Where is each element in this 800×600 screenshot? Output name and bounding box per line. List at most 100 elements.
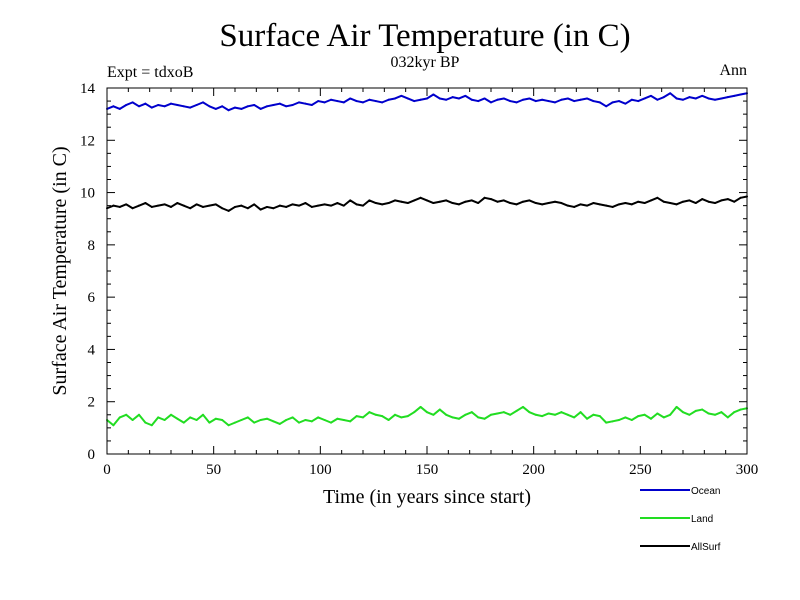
data-point — [650, 94, 652, 97]
data-point — [253, 421, 256, 424]
legend-item-ocean: Ocean — [640, 486, 720, 497]
data-point — [291, 416, 294, 419]
data-point — [675, 405, 678, 408]
data-point — [547, 100, 550, 103]
data-point — [470, 98, 473, 101]
data-point — [170, 102, 172, 105]
data-point — [598, 203, 601, 206]
data-point — [605, 105, 608, 108]
data-point — [355, 203, 358, 206]
data-point — [413, 411, 416, 414]
data-point — [131, 419, 134, 422]
data-point — [112, 424, 115, 427]
data-point — [438, 408, 441, 411]
data-point — [208, 105, 211, 108]
y-tick-label: 6 — [88, 290, 96, 306]
data-point — [157, 103, 160, 106]
data-point — [662, 96, 665, 99]
data-point — [272, 207, 275, 210]
data-point — [304, 419, 307, 422]
data-point — [669, 92, 672, 95]
data-point — [624, 102, 627, 105]
data-point — [214, 417, 217, 420]
data-point — [272, 103, 275, 106]
data-point — [125, 103, 128, 106]
data-point — [694, 202, 697, 205]
data-point — [669, 413, 672, 416]
data-point — [125, 413, 128, 416]
data-point — [259, 107, 262, 110]
y-tick-label: 10 — [80, 186, 95, 202]
data-point — [170, 413, 172, 416]
data-point — [643, 413, 646, 416]
data-point — [150, 205, 153, 208]
data-point — [611, 205, 614, 208]
data-point — [426, 97, 428, 100]
data-point — [298, 204, 300, 207]
data-point — [605, 204, 608, 207]
data-point — [451, 96, 454, 99]
data-point — [310, 103, 313, 106]
data-point — [560, 202, 563, 205]
data-point — [387, 98, 390, 101]
data-point — [310, 205, 313, 208]
data-point — [688, 199, 691, 202]
series-line-allsurf — [106, 195, 748, 212]
data-point — [451, 416, 454, 419]
data-point — [470, 411, 473, 414]
x-tick-label: 100 — [309, 462, 332, 478]
data-point — [138, 413, 140, 416]
data-point — [733, 200, 736, 203]
data-point — [246, 105, 249, 108]
data-point — [394, 97, 396, 100]
data-point — [426, 411, 428, 414]
data-point — [323, 101, 326, 104]
data-point — [227, 424, 230, 427]
data-point — [586, 204, 588, 207]
data-point — [726, 96, 729, 99]
data-point — [272, 420, 275, 423]
data-point — [112, 105, 115, 108]
data-point — [656, 412, 659, 415]
data-point — [605, 421, 608, 424]
data-point — [720, 97, 723, 100]
data-point — [387, 202, 390, 205]
data-point — [592, 202, 595, 205]
axes: 0 50 100 150 200 250 300 0 2 4 6 8 10 12 14 — [80, 81, 758, 478]
data-point — [317, 204, 320, 207]
data-point — [214, 203, 217, 206]
data-point — [374, 100, 377, 103]
data-point — [112, 204, 115, 207]
data-point — [176, 417, 179, 420]
data-point — [707, 97, 710, 100]
y-tick-label: 14 — [80, 81, 96, 97]
data-point — [470, 199, 473, 202]
data-point — [522, 200, 524, 203]
data-point — [355, 100, 358, 103]
data-point — [688, 96, 691, 99]
legend-label: Land — [691, 514, 713, 525]
data-point — [547, 202, 550, 205]
data-point — [579, 411, 582, 414]
data-point — [432, 413, 435, 416]
x-tick-label: 150 — [416, 462, 439, 478]
experiment-label: Expt = tdxoB — [107, 64, 193, 81]
data-point — [163, 203, 166, 206]
data-point — [630, 203, 633, 206]
data-point — [285, 419, 288, 422]
data-point — [285, 205, 288, 208]
data-point — [362, 204, 364, 207]
data-point — [234, 205, 236, 208]
data-point — [445, 199, 448, 202]
data-point — [426, 199, 428, 202]
data-point — [374, 202, 377, 205]
data-point — [637, 100, 640, 103]
data-point — [349, 97, 352, 100]
data-point — [573, 205, 576, 208]
data-point — [579, 98, 582, 101]
data-point — [573, 416, 576, 419]
data-point — [560, 98, 563, 101]
data-point — [534, 202, 537, 205]
data-point — [541, 203, 544, 206]
data-point — [368, 98, 371, 101]
